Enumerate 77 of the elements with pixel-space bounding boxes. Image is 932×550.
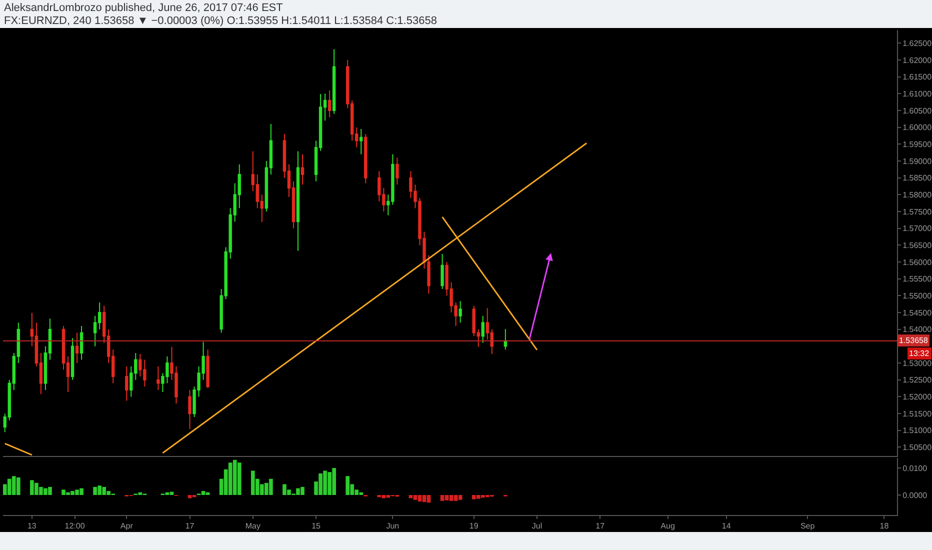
chart-title: FX:EURNZD, 240 1.53658 ▼ −0.00003 (0%) O:1.53955 H:1.54011 L:1.53584 C:1.53658 (4, 15, 437, 28)
y-tick-label: 0.0100 (902, 464, 928, 473)
text: 13:32 (909, 349, 930, 358)
y-tick-label: 1.57500 (902, 207, 932, 216)
x-tick-label: Jun (386, 522, 400, 531)
y-tick-label: 1.62500 (902, 38, 932, 48)
x-tick-label: Jul (532, 522, 542, 531)
bar (16, 477, 20, 496)
x-tick-label: 18 (880, 522, 890, 531)
candlestick (332, 48, 336, 114)
bar (413, 495, 418, 500)
candlestick (206, 349, 210, 388)
candlestick (360, 128, 363, 155)
candlestick (70, 338, 74, 380)
x-tick-label: 17 (185, 522, 195, 531)
x-tick-label: 19 (469, 522, 479, 531)
x-tick-label: 12:00 (64, 522, 86, 531)
bar (426, 495, 431, 503)
bar (237, 462, 242, 496)
candlestick (440, 253, 444, 290)
y-tick-label: 1.55000 (902, 292, 932, 300)
candlestick (364, 134, 368, 184)
y-tick-label: 1.56000 (902, 258, 932, 267)
bar (422, 495, 426, 502)
y-tick-label: 1.53000 (902, 358, 932, 368)
bar (382, 495, 386, 498)
candlestick (458, 300, 462, 324)
chart-subtitle: AleksandrLombrozo published, June 26, 2017 07:46 EST (4, 2, 284, 15)
y-tick-label: 1.58000 (902, 190, 932, 200)
candlestick (396, 157, 399, 186)
candlestick (300, 154, 304, 186)
y-tick-label: 1.50500 (902, 443, 932, 452)
y-tick-label: 1.52000 (902, 392, 932, 402)
candlestick (481, 315, 484, 344)
y-tick-label: 1.54000 (902, 325, 932, 334)
candlestick (156, 366, 160, 390)
bar (418, 495, 422, 502)
bar (346, 476, 350, 496)
bar (444, 495, 449, 500)
y-tick-label: 1.62000 (902, 56, 932, 65)
x-tick-label: May (245, 522, 260, 531)
y-tick-label: 1.58500 (902, 174, 932, 183)
bar (449, 495, 454, 501)
x-tick-label: 17 (596, 522, 606, 531)
ref-line-label: 1.53658 (899, 336, 928, 345)
y-tick-label: 1.51500 (902, 409, 932, 418)
candlestick (328, 90, 332, 118)
candlestick (504, 328, 508, 350)
y-tick-label: 1.59000 (902, 156, 932, 166)
x-tick-label: Aug (660, 522, 675, 531)
candlestick (188, 390, 192, 430)
candlestick (75, 332, 79, 364)
candlestick (125, 366, 128, 402)
x-tick-label: Sep (800, 522, 816, 531)
y-tick-label: 1.61500 (902, 72, 932, 82)
y-tick-label: 1.59500 (902, 140, 932, 149)
y-tick-label: 1.57000 (902, 224, 932, 234)
y-tick-label: 1.61000 (902, 89, 932, 98)
x-tick-label: 13 (27, 522, 37, 531)
y-tick-label: 1.51000 (902, 426, 932, 436)
bar (440, 495, 444, 501)
y-tick-label: 1.52500 (902, 376, 932, 385)
bar (188, 495, 192, 498)
x-tick-label: 14 (722, 522, 732, 531)
x-tick-label: Apr (120, 522, 134, 531)
y-tick-label: 0.0000 (902, 490, 928, 500)
bar (458, 495, 462, 500)
bar (201, 490, 206, 496)
y-tick-label: 1.56500 (902, 240, 932, 250)
candlestick (296, 150, 300, 252)
bar (408, 495, 413, 498)
y-tick-label: 1.60500 (902, 106, 932, 116)
x-tick-label: 15 (312, 522, 322, 531)
candlestick (80, 326, 84, 360)
y-tick-label: 1.60000 (902, 123, 932, 132)
y-tick-label: 1.54500 (902, 308, 932, 318)
y-tick-label: 1.55500 (902, 274, 932, 284)
